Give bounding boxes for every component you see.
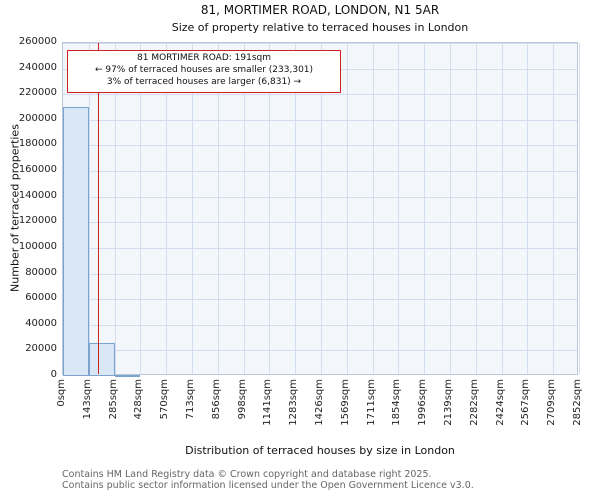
gridline-vertical (501, 43, 503, 374)
plot-area: 81 MORTIMER ROAD: 191sqm ← 97% of terrac… (62, 42, 580, 377)
annotation-line-2: ← 97% of terraced houses are smaller (23… (94, 64, 314, 75)
y-tick-label: 120000 (18, 215, 57, 227)
gridline-vertical (88, 43, 90, 374)
gridline-horizontal (63, 94, 577, 96)
histogram-bar (63, 107, 89, 376)
gridline-vertical (192, 43, 193, 374)
gridline-horizontal (63, 299, 577, 301)
x-tick-label: 143sqm (81, 379, 93, 420)
gridline-vertical (140, 43, 142, 374)
gridline-vertical (398, 43, 400, 374)
chart-subtitle: Size of property relative to terraced ho… (171, 21, 469, 34)
x-tick-label: 1711sqm (365, 379, 377, 426)
histogram-bar (114, 374, 141, 377)
y-tick-label: 80000 (25, 266, 57, 278)
x-tick-label: 428sqm (133, 379, 145, 420)
gridline-horizontal (63, 247, 577, 249)
gridline-horizontal (63, 171, 577, 173)
gridline-horizontal (63, 43, 577, 44)
gridline-horizontal (63, 222, 577, 224)
y-tick-label: 220000 (18, 87, 57, 99)
annotation-line-1: 81 MORTIMER ROAD: 191sqm (137, 53, 271, 63)
gridline-vertical (527, 43, 529, 374)
x-tick-label: 1283sqm (288, 379, 300, 426)
y-tick-label: 100000 (18, 240, 57, 252)
x-tick-label: 2139sqm (443, 379, 454, 426)
x-tick-label: 2567sqm (520, 379, 532, 426)
gridline-vertical (450, 43, 451, 374)
x-tick-label: 2282sqm (468, 379, 480, 426)
x-tick-label: 2424sqm (494, 379, 506, 426)
x-axis-label: Distribution of terraced houses by size … (185, 444, 455, 457)
histogram-bar (88, 342, 115, 376)
x-tick-label: 0sqm (56, 379, 67, 407)
y-tick-label: 160000 (18, 164, 57, 176)
gridline-vertical (295, 43, 297, 374)
gridline-vertical (372, 43, 374, 374)
y-tick-label: 260000 (18, 36, 57, 47)
x-tick-label: 998sqm (236, 379, 248, 420)
x-tick-label: 570sqm (159, 379, 171, 420)
gridline-vertical (579, 43, 580, 374)
gridline-vertical (243, 43, 245, 374)
x-tick-label: 713sqm (185, 379, 196, 420)
gridline-horizontal (63, 350, 577, 352)
gridline-vertical (424, 43, 426, 374)
x-tick-label: 1996sqm (417, 379, 429, 426)
chart-title: 81, MORTIMER ROAD, LONDON, N1 5AR (200, 3, 440, 17)
y-tick-label: 140000 (18, 189, 57, 201)
x-tick-label: 1426sqm (314, 379, 325, 426)
y-tick-label: 60000 (25, 292, 57, 304)
x-tick-label: 1141sqm (262, 379, 274, 426)
y-tick-label: 180000 (18, 138, 57, 150)
footer-line-1: Contains HM Land Registry data © Crown c… (62, 469, 432, 480)
gridline-vertical (269, 43, 271, 374)
gridline-horizontal (63, 119, 577, 121)
gridline-vertical (475, 43, 477, 374)
x-tick-label: 1854sqm (391, 379, 403, 426)
annotation-box: 81 MORTIMER ROAD: 191sqm ← 97% of terrac… (67, 50, 341, 93)
footer-line-2: Contains public sector information licen… (62, 480, 474, 492)
y-tick-label: 40000 (25, 317, 57, 329)
x-tick-label: 2852sqm (572, 379, 583, 426)
gridline-horizontal (63, 273, 577, 275)
y-tick-label: 240000 (18, 61, 57, 73)
x-tick-label: 2709sqm (546, 379, 558, 426)
marker-line (97, 43, 100, 374)
gridline-vertical (346, 43, 348, 374)
gridline-vertical (321, 43, 322, 374)
x-tick-label: 285sqm (107, 379, 119, 420)
gridline-vertical (114, 43, 116, 374)
footer: Contains HM Land Registry data © Crown c… (62, 469, 474, 492)
y-tick-label: 20000 (25, 343, 57, 355)
x-tick-label: 1569sqm (339, 379, 351, 426)
annotation-line-3: 3% of terraced houses are larger (6,831)… (106, 76, 302, 87)
gridline-horizontal (63, 196, 577, 198)
x-tick-label: 856sqm (210, 379, 222, 420)
gridline-vertical (217, 43, 219, 374)
gridline-vertical (553, 43, 555, 374)
y-tick-label: 0 (50, 369, 57, 380)
gridline-horizontal (63, 324, 577, 326)
gridline-vertical (166, 43, 168, 374)
y-tick-label: 200000 (18, 112, 57, 124)
gridline-horizontal (63, 145, 577, 147)
